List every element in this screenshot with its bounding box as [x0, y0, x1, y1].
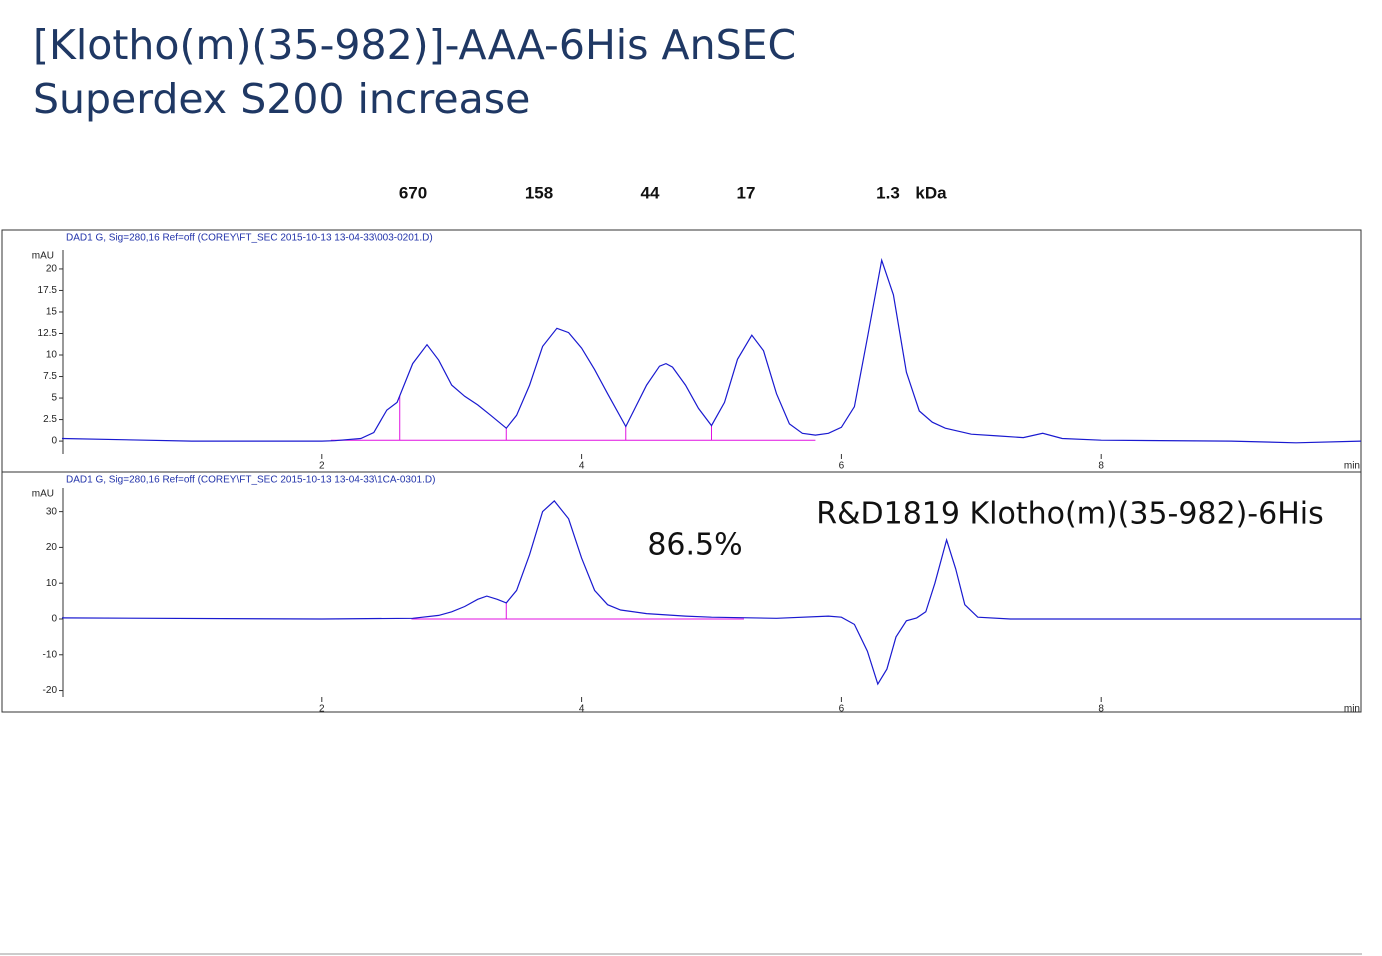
- mass-marker: 17: [737, 183, 756, 202]
- mass-marker: 670: [399, 183, 427, 202]
- x-tick-label: 6: [839, 461, 845, 472]
- y-tick-label: 5: [51, 393, 57, 404]
- y-axis-label: mAU: [32, 489, 54, 500]
- panel-frame: [1, 229, 1362, 473]
- y-tick-label: 2.5: [43, 414, 57, 425]
- x-tick-label: 8: [1098, 704, 1104, 715]
- x-axis-label: min: [1344, 461, 1360, 472]
- title-line: [Klotho(m)(35-982)]-AAA-6His AnSEC: [33, 21, 796, 69]
- mass-marker: 44: [641, 183, 660, 202]
- x-tick-label: 2: [319, 461, 325, 472]
- mass-marker: kDa: [915, 183, 947, 202]
- panel-frame: [1, 471, 1362, 713]
- x-tick-label: 2: [319, 704, 325, 715]
- mass-marker: 158: [525, 183, 553, 202]
- y-axis-label: mAU: [32, 251, 54, 262]
- y-tick-label: 0: [51, 436, 57, 447]
- y-tick-label: 7.5: [43, 371, 57, 382]
- mass-marker: 1.3: [876, 183, 900, 202]
- annotation: 86.5%: [647, 528, 742, 563]
- title-line: Superdex S200 increase: [33, 75, 530, 123]
- annotation: R&D1819 Klotho(m)(35-982)-6His: [816, 497, 1323, 532]
- x-tick-label: 8: [1098, 461, 1104, 472]
- y-tick-label: 10: [46, 350, 58, 361]
- y-tick-label: -20: [43, 685, 58, 696]
- y-tick-label: -10: [43, 649, 58, 660]
- y-tick-label: 20: [46, 542, 58, 553]
- x-tick-label: 4: [579, 461, 585, 472]
- y-tick-label: 10: [46, 578, 58, 589]
- x-axis-label: min: [1344, 704, 1360, 715]
- signal-trace: [61, 500, 1361, 686]
- x-tick-label: 6: [839, 704, 845, 715]
- y-tick-label: 20: [46, 264, 58, 275]
- panel-title: DAD1 G, Sig=280,16 Ref=off (COREY\FT_SEC…: [66, 233, 433, 244]
- y-tick-label: 17.5: [38, 285, 58, 296]
- x-tick-label: 4: [579, 704, 585, 715]
- y-tick-label: 0: [51, 614, 57, 625]
- panel-title: DAD1 G, Sig=280,16 Ref=off (COREY\FT_SEC…: [66, 475, 435, 486]
- y-tick-label: 12.5: [38, 328, 58, 339]
- y-tick-label: 30: [46, 506, 58, 517]
- y-tick-label: 15: [46, 307, 58, 318]
- signal-trace: [61, 257, 1362, 444]
